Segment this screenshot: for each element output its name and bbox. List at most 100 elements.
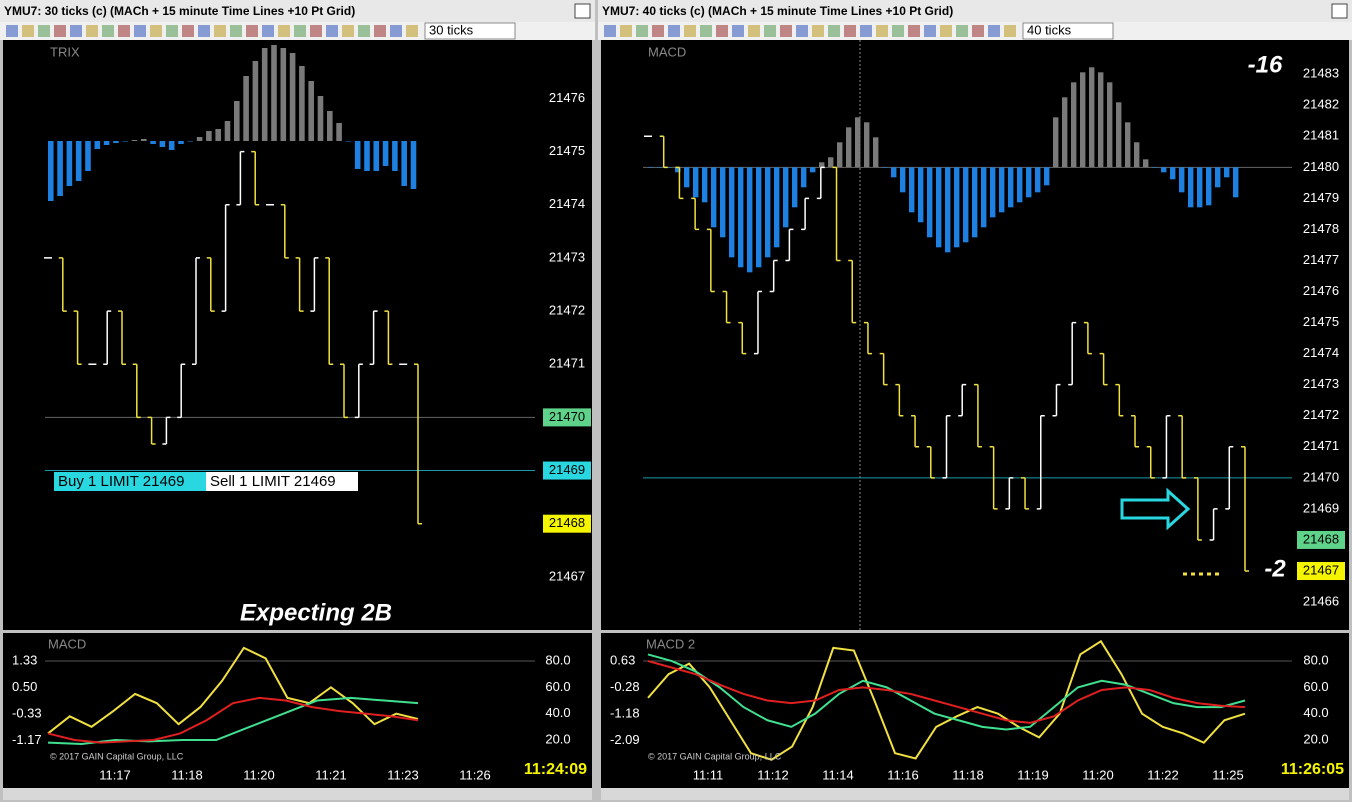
time-label: 11:12	[757, 767, 789, 782]
tool-icon[interactable]	[358, 25, 370, 37]
histogram-bar	[196, 136, 203, 141]
histogram-bar	[864, 122, 870, 168]
histogram-bar	[1134, 142, 1140, 168]
tool-icon[interactable]	[134, 25, 146, 37]
tool-icon[interactable]	[652, 25, 664, 37]
tool-icon[interactable]	[748, 25, 760, 37]
histogram-bar	[675, 167, 681, 173]
tool-icon[interactable]	[844, 25, 856, 37]
tool-icon[interactable]	[764, 25, 776, 37]
price-bar	[911, 414, 920, 448]
price-bar	[1036, 414, 1045, 510]
tool-icon[interactable]	[716, 25, 728, 37]
lower-tick: 60.0	[1303, 679, 1328, 694]
interval-select[interactable]	[1022, 22, 1114, 40]
price-bar	[340, 363, 348, 419]
tool-icon[interactable]	[150, 25, 162, 37]
lower-left-label: -0.33	[12, 705, 42, 720]
tool-icon[interactable]	[166, 25, 178, 37]
tool-icon[interactable]	[22, 25, 34, 37]
close-button[interactable]	[574, 3, 591, 19]
tool-icon[interactable]	[6, 25, 18, 37]
price-tick: 21482	[1303, 97, 1339, 112]
tool-icon[interactable]	[812, 25, 824, 37]
tool-icon[interactable]	[940, 25, 952, 37]
tool-icon[interactable]	[230, 25, 242, 37]
tool-icon[interactable]	[828, 25, 840, 37]
price-bar	[236, 150, 245, 206]
tool-icon[interactable]	[700, 25, 712, 37]
scrollbar[interactable]	[3, 788, 592, 800]
tool-icon[interactable]	[796, 25, 808, 37]
histogram-bar	[131, 139, 138, 141]
tool-icon[interactable]	[892, 25, 904, 37]
tool-icon[interactable]	[262, 25, 274, 37]
histogram-bar	[945, 167, 951, 253]
histogram-bar	[122, 140, 128, 142]
tool-icon[interactable]	[860, 25, 872, 37]
tool-icon[interactable]	[988, 25, 1000, 37]
tool-icon[interactable]	[1004, 25, 1016, 37]
lower-tick: 60.0	[545, 679, 570, 694]
tool-icon[interactable]	[278, 25, 290, 37]
histogram-bar	[57, 140, 63, 196]
tool-icon[interactable]	[956, 25, 968, 37]
tool-icon[interactable]	[182, 25, 194, 37]
lower-tick: 80.0	[1303, 652, 1328, 667]
sell-order[interactable]	[206, 472, 358, 491]
histogram-bar	[1035, 167, 1041, 193]
scrollbar[interactable]	[601, 788, 1349, 800]
price-tick: 21474	[549, 196, 585, 211]
tool-icon[interactable]	[636, 25, 648, 37]
tool-icon[interactable]	[780, 25, 792, 37]
tool-icon[interactable]	[38, 25, 50, 37]
interval-select[interactable]	[424, 22, 516, 40]
tool-icon[interactable]	[876, 25, 888, 37]
tool-icon[interactable]	[374, 25, 386, 37]
price-bar	[325, 257, 334, 365]
price-bar	[691, 197, 700, 231]
tool-icon[interactable]	[668, 25, 680, 37]
tool-icon[interactable]	[406, 25, 418, 37]
tool-icon[interactable]	[972, 25, 984, 37]
histogram-bar	[382, 140, 389, 166]
histogram-bar	[1071, 82, 1077, 168]
price-bar	[1225, 446, 1234, 510]
tool-icon[interactable]	[246, 25, 258, 37]
close-button[interactable]	[1331, 3, 1348, 19]
tool-icon[interactable]	[390, 25, 402, 37]
tool-icon[interactable]	[198, 25, 210, 37]
tool-icon[interactable]	[326, 25, 338, 37]
histogram-bar	[336, 122, 342, 141]
price-bar	[1099, 352, 1108, 386]
oscillator-line	[47, 646, 419, 735]
tool-icon[interactable]	[908, 25, 920, 37]
buy-order[interactable]	[54, 472, 206, 491]
tool-icon[interactable]	[342, 25, 354, 37]
tool-icon[interactable]	[86, 25, 98, 37]
histogram-bar	[280, 47, 287, 141]
histogram-bar	[1098, 72, 1104, 168]
tool-icon[interactable]	[620, 25, 632, 37]
tool-icon[interactable]	[294, 25, 306, 37]
lower-plot	[601, 633, 1349, 763]
price-bar	[816, 166, 825, 200]
tool-icon[interactable]	[54, 25, 66, 37]
tool-icon[interactable]	[604, 25, 616, 37]
tool-icon[interactable]	[310, 25, 322, 37]
tool-icon[interactable]	[924, 25, 936, 37]
tool-icon[interactable]	[70, 25, 82, 37]
tool-icon[interactable]	[102, 25, 114, 37]
tool-icon[interactable]	[684, 25, 696, 37]
histogram-bar	[271, 44, 277, 141]
histogram-bar	[224, 120, 231, 141]
histogram-bar	[963, 167, 969, 243]
tool-icon[interactable]	[732, 25, 744, 37]
tool-icon[interactable]	[214, 25, 226, 37]
price-badge-text: 21470	[549, 409, 585, 424]
price-tick: 21469	[1303, 500, 1339, 515]
price-bar	[103, 310, 112, 365]
histogram-bar	[1161, 167, 1167, 173]
tool-icon[interactable]	[118, 25, 130, 37]
price-bar	[369, 310, 378, 365]
